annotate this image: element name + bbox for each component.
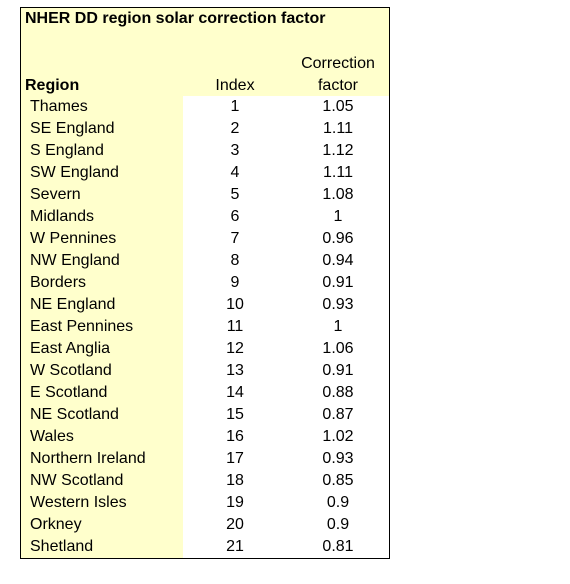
region-cell: Midlands [30,208,95,225]
table-row: E Scotland 14 0.88 [21,382,389,404]
table-row: Northern Ireland 17 0.93 [21,448,389,470]
header-index: Index [215,77,255,94]
table-row: S England 3 1.12 [21,140,389,162]
index-cell: 1 [230,98,240,115]
correction-factor-cell: 0.94 [322,252,354,269]
region-cell: Shetland [30,538,94,555]
region-cell: Wales [30,428,74,445]
index-cell: 16 [226,428,244,445]
correction-factor-cell: 1.06 [322,340,354,357]
correction-factor-cell: 1.11 [323,164,353,181]
region-cell: Western Isles [30,494,127,511]
correction-factor-cell: 1 [333,318,343,335]
correction-factor-cell: 0.93 [322,450,354,467]
index-cell: 13 [226,362,244,379]
correction-factor-cell: 1 [333,208,343,225]
region-cell: Severn [30,186,81,203]
table-row: Shetland 21 0.81 [21,536,389,558]
index-cell: 20 [226,516,244,533]
correction-factor-cell: 0.81 [322,538,354,555]
region-cell: S England [30,142,104,159]
table-row: Midlands 6 1 [21,206,389,228]
index-cell: 9 [230,274,240,291]
table-row: East Pennines 11 1 [21,316,389,338]
region-cell: NW Scotland [30,472,124,489]
region-cell: East Anglia [30,340,111,357]
index-cell: 2 [230,120,240,137]
correction-factor-cell: 1.08 [322,186,354,203]
region-cell: Thames [30,98,88,115]
table-row: Severn 5 1.08 [21,184,389,206]
index-cell: 21 [226,538,244,555]
index-cell: 12 [226,340,244,357]
region-cell: Northern Ireland [30,450,146,467]
region-cell: SE England [30,120,115,137]
index-cell: 18 [226,472,244,489]
table-row: NE Scotland 15 0.87 [21,404,389,426]
region-cell: W Scotland [30,362,112,379]
region-cell: NW England [30,252,120,269]
table-row: Wales 16 1.02 [21,426,389,448]
region-column-highlight [21,52,183,558]
correction-factor-cell: 1.02 [322,428,354,445]
correction-factor-cell: 1.05 [322,98,354,115]
index-cell: 6 [230,208,240,225]
table-row: Borders 9 0.91 [21,272,389,294]
correction-factor-cell: 0.85 [322,472,354,489]
region-cell: Borders [30,274,87,291]
region-cell: W Pennines [30,230,117,247]
index-cell: 8 [230,252,240,269]
index-cell: 15 [226,406,244,423]
index-cell: 5 [230,186,240,203]
correction-factor-cell: 1.12 [322,142,354,159]
region-cell: NE England [30,296,116,313]
correction-factor-cell: 1.11 [323,120,353,137]
header-row-highlight [183,52,389,96]
table-row: NW Scotland 18 0.85 [21,470,389,492]
region-cell: E Scotland [30,384,108,401]
correction-factor-cell: 0.91 [322,274,354,291]
solar-correction-table: NHER DD region solar correction factor R… [20,7,390,559]
region-cell: Orkney [30,516,82,533]
correction-factor-cell: 0.9 [326,516,350,533]
table-row: Western Isles 19 0.9 [21,492,389,514]
region-cell: NE Scotland [30,406,119,423]
header-correction-factor-line1: Correction [301,55,375,72]
correction-factor-cell: 0.93 [322,296,354,313]
table-row: Thames 1 1.05 [21,96,389,118]
header-correction-factor-line2: factor [317,77,358,94]
correction-factor-cell: 0.9 [326,494,350,511]
correction-factor-cell: 0.87 [322,406,354,423]
table-row: Orkney 20 0.9 [21,514,389,536]
index-cell: 14 [226,384,244,401]
correction-factor-cell: 0.88 [322,384,354,401]
table-row: W Pennines 7 0.96 [21,228,389,250]
index-cell: 11 [226,318,244,335]
correction-factor-cell: 0.96 [322,230,354,247]
index-cell: 19 [226,494,244,511]
title-row: NHER DD region solar correction factor [21,8,389,30]
header-region: Region [25,77,80,94]
region-cell: East Pennines [30,318,134,335]
table-row: SW England 4 1.11 [21,162,389,184]
table-row: W Scotland 13 0.91 [21,360,389,382]
index-cell: 10 [226,296,244,313]
correction-factor-cell: 0.91 [322,362,354,379]
index-cell: 4 [230,164,240,181]
table-row: NE England 10 0.93 [21,294,389,316]
table-row: East Anglia 12 1.06 [21,338,389,360]
table-row: SE England 2 1.11 [21,118,389,140]
table-row: NW England 8 0.94 [21,250,389,272]
index-cell: 3 [230,142,240,159]
table-title: NHER DD region solar correction factor [25,10,326,27]
index-cell: 17 [226,450,244,467]
blank-row [21,30,389,52]
region-cell: SW England [30,164,119,181]
index-cell: 7 [230,230,240,247]
